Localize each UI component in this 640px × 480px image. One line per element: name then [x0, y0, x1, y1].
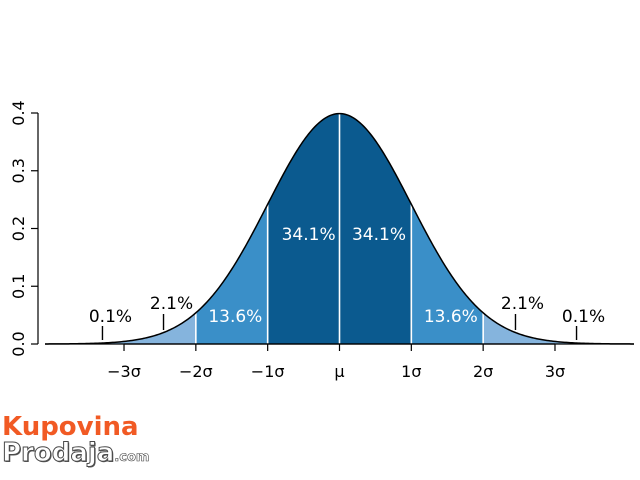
tail-label: 0.1%	[562, 307, 605, 327]
watermark-logo: Kupovina Prodaja.com	[1, 412, 150, 468]
y-tick-label: 0.1	[9, 274, 28, 299]
y-tick-label: 0.4	[9, 100, 28, 125]
band-label-layer: 13.6% 34.1% 34.1% 13.6%	[208, 225, 478, 327]
x-tick-label: −1σ	[251, 362, 285, 381]
band-percent-label: 34.1%	[282, 225, 336, 245]
tail-label-layer: 0.1% 2.1% 2.1% 0.1%	[89, 294, 605, 340]
x-tick-label: 3σ	[545, 362, 565, 381]
x-tick-label: −2σ	[179, 362, 213, 381]
band-percent-label: 13.6%	[424, 307, 478, 327]
band-percent-label: 34.1%	[352, 225, 406, 245]
tail-label: 2.1%	[501, 294, 544, 314]
y-tick-label: 0.2	[9, 216, 28, 241]
tail-label: 0.1%	[89, 307, 132, 327]
x-tick-label: 1σ	[401, 362, 421, 381]
band-1	[124, 312, 196, 344]
x-tick-label: −3σ	[107, 362, 141, 381]
watermark-line2: Prodaja	[1, 438, 115, 468]
x-tick-label: 2σ	[473, 362, 493, 381]
watermark-line1: Kupovina	[2, 412, 139, 442]
density-curve	[44, 112, 635, 345]
tail-label: 2.1%	[150, 294, 193, 314]
y-tick-label: 0.0	[9, 331, 28, 356]
x-axis: −3σ −2σ −1σ μ 1σ 2σ 3σ	[107, 343, 565, 381]
y-tick-label: 0.3	[9, 158, 28, 183]
y-axis: 0.0 0.1 0.2 0.3 0.4	[9, 100, 39, 357]
watermark-domain: .com	[114, 450, 150, 465]
sigma-divider-layer	[195, 113, 484, 344]
band-6	[483, 312, 555, 344]
band-percent-label: 13.6%	[208, 307, 262, 327]
x-tick-label: μ	[334, 362, 344, 381]
